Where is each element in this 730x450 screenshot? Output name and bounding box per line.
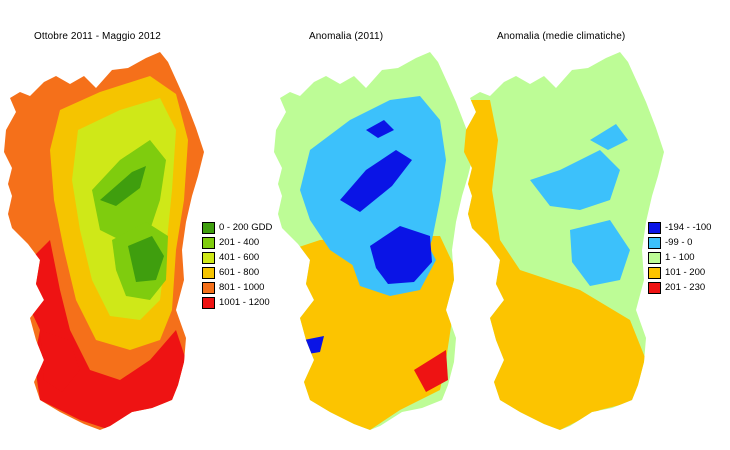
legend-gdd-label: 801 - 1000 (219, 282, 265, 293)
legend-anomaly-swatch (648, 267, 661, 279)
legend-gdd-swatch (202, 282, 215, 294)
legend-gdd-label: 1001 - 1200 (219, 297, 270, 308)
legend-anomaly-label: -194 - -100 (665, 222, 712, 233)
map-title-anomaly-2011: Anomalia (2011) (309, 31, 384, 42)
anomaly-2011-map (274, 52, 474, 430)
legend-anomaly-label: 1 - 100 (665, 252, 695, 263)
legend-anomaly-label: 101 - 200 (665, 267, 706, 278)
legend-gdd-swatch (202, 252, 215, 264)
anomaly-climatic-map (464, 52, 664, 430)
gdd-map (4, 52, 204, 430)
legend-anomaly-swatch (648, 222, 661, 234)
legend-gdd-label: 401 - 600 (219, 252, 260, 263)
legend-gdd-swatch (202, 237, 215, 249)
legend-gdd-swatch (202, 297, 215, 309)
legend-gdd-swatch (202, 222, 215, 234)
legend-anomaly-label: -99 - 0 (665, 237, 693, 248)
legend-anomaly-swatch (648, 282, 661, 294)
legend-gdd-label: 201 - 400 (219, 237, 260, 248)
map-title-gdd: Ottobre 2011 - Maggio 2012 (34, 31, 161, 42)
legend-gdd-swatch (202, 267, 215, 279)
legend-anomaly-swatch (648, 237, 661, 249)
legend-anomaly-label: 201 - 230 (665, 282, 706, 293)
legend-gdd-label: 601 - 800 (219, 267, 260, 278)
legend-gdd-label: 0 - 200 GDD (219, 222, 273, 233)
legend-anomaly-swatch (648, 252, 661, 264)
map-title-anomaly-climatic: Anomalia (medie climatiche) (497, 31, 626, 42)
